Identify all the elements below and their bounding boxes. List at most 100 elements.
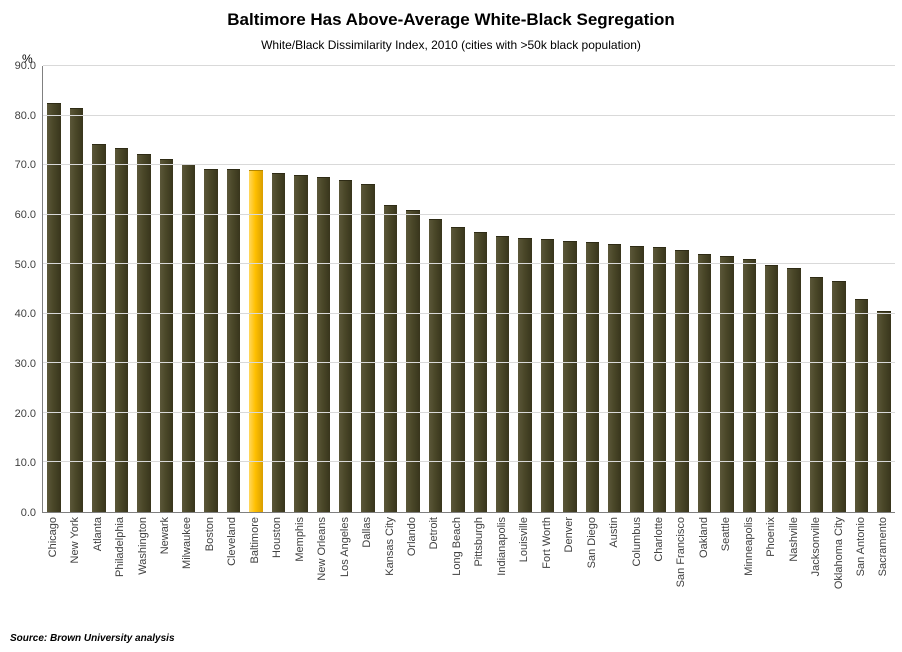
- bar-newark: [159, 159, 174, 512]
- bar-houston: [271, 173, 286, 512]
- bar-slot: [200, 66, 222, 512]
- bar-indianapolis: [495, 236, 510, 512]
- x-tick-label-newark: Newark: [158, 517, 171, 555]
- bar-slot: [828, 66, 850, 512]
- x-label-slot: New York: [64, 513, 86, 611]
- chart-subtitle: White/Black Dissimilarity Index, 2010 (c…: [261, 38, 641, 52]
- gridline-50: [43, 263, 895, 265]
- x-tick-label-oklahoma-city: Oklahoma City: [832, 517, 845, 590]
- x-label-slot: Austin: [603, 513, 625, 611]
- bar-slot: [379, 66, 401, 512]
- x-tick-label-baltimore: Baltimore: [248, 517, 261, 564]
- bar-slot: [581, 66, 603, 512]
- bar-slot: [290, 66, 312, 512]
- bar-slot: [738, 66, 760, 512]
- y-tick-label-50: 50.0: [14, 258, 36, 271]
- y-tick-label-70: 70.0: [14, 159, 36, 172]
- x-tick-label-detroit: Detroit: [428, 517, 441, 550]
- x-label-slot: Newark: [154, 513, 176, 611]
- x-tick-label-atlanta: Atlanta: [91, 517, 104, 552]
- bar-charlotte: [652, 247, 667, 512]
- bar-slot: [43, 66, 65, 512]
- bar-slot: [334, 66, 356, 512]
- x-label-slot: Boston: [199, 513, 221, 611]
- bar-oakland: [697, 254, 712, 512]
- x-tick-label-houston: Houston: [271, 517, 284, 558]
- x-label-slot: Minneapolis: [738, 513, 760, 611]
- bar-slot: [648, 66, 670, 512]
- x-label-slot: Dallas: [356, 513, 378, 611]
- x-tick-label-long-beach: Long Beach: [450, 517, 463, 576]
- y-tick-label-40: 40.0: [14, 308, 36, 321]
- bar-kansas-city: [383, 204, 398, 512]
- bar-slot: [559, 66, 581, 512]
- bar-slot: [178, 66, 200, 512]
- x-label-slot: Charlotte: [648, 513, 670, 611]
- gridline-60: [43, 213, 895, 215]
- x-tick-label-san-diego: San Diego: [585, 517, 598, 569]
- gridline-10: [43, 461, 895, 463]
- y-tick-label-20: 20.0: [14, 407, 36, 420]
- x-tick-label-oakland: Oakland: [697, 517, 710, 558]
- x-label-slot: New Orleans: [311, 513, 333, 611]
- x-tick-label-pittsburgh: Pittsburgh: [473, 517, 486, 567]
- y-tick-label-0: 0.0: [20, 507, 36, 519]
- bar-baltimore: [249, 169, 263, 512]
- bar-slot: [604, 66, 626, 512]
- bar-slot: [716, 66, 738, 512]
- x-tick-label-indianapolis: Indianapolis: [495, 517, 508, 576]
- x-tick-label-austin: Austin: [608, 517, 621, 548]
- x-label-slot: Seattle: [716, 513, 738, 611]
- bar-slot: [491, 66, 513, 512]
- plot-area: [42, 65, 895, 513]
- y-axis-unit-label: %: [22, 52, 33, 66]
- bar-minneapolis: [742, 259, 757, 512]
- bar-slot: [469, 66, 491, 512]
- bar-seattle: [720, 256, 734, 512]
- bar-san-francisco: [675, 249, 689, 512]
- bar-washington: [137, 154, 151, 512]
- bar-louisville: [518, 237, 532, 512]
- x-tick-label-fort-worth: Fort Worth: [540, 517, 553, 569]
- bar-san-diego: [585, 241, 600, 512]
- y-tick-label-10: 10.0: [14, 457, 36, 470]
- x-label-slot: Nashville: [783, 513, 805, 611]
- x-tick-label-los-angeles: Los Angeles: [338, 517, 351, 577]
- x-label-slot: Columbus: [626, 513, 648, 611]
- bar-slot: [873, 66, 895, 512]
- bar-chicago: [47, 103, 61, 512]
- gridline-70: [43, 164, 895, 166]
- bar-cleveland: [226, 169, 241, 512]
- x-label-slot: Fort Worth: [536, 513, 558, 611]
- x-tick-label-seattle: Seattle: [720, 517, 733, 552]
- gridline-90: [43, 65, 895, 66]
- bar-slot: [312, 66, 334, 512]
- bar-slot: [514, 66, 536, 512]
- x-label-slot: San Antonio: [850, 513, 872, 611]
- bar-orlando: [406, 209, 420, 512]
- x-label-slot: Memphis: [289, 513, 311, 611]
- x-label-slot: Jacksonville: [805, 513, 827, 611]
- bar-denver: [563, 241, 577, 512]
- bar-slot: [133, 66, 155, 512]
- x-label-slot: Chicago: [42, 513, 64, 611]
- x-tick-label-new-york: New York: [69, 517, 82, 564]
- source-note: Source: Brown University analysis: [10, 633, 175, 644]
- bar-slot: [267, 66, 289, 512]
- bar-slot: [783, 66, 805, 512]
- x-tick-label-dallas: Dallas: [361, 517, 374, 548]
- bar-new-orleans: [316, 177, 330, 512]
- x-label-slot: Kansas City: [379, 513, 401, 611]
- x-tick-label-kansas-city: Kansas City: [383, 517, 396, 576]
- x-tick-label-sacramento: Sacramento: [877, 517, 890, 577]
- bar-slot: [805, 66, 827, 512]
- x-label-slot: Denver: [558, 513, 580, 611]
- bar-slot: [447, 66, 469, 512]
- bar-slot: [245, 66, 267, 512]
- bar-slot: [693, 66, 715, 512]
- x-label-slot: Orlando: [401, 513, 423, 611]
- x-label-slot: Philadelphia: [109, 513, 131, 611]
- x-label-slot: Baltimore: [244, 513, 266, 611]
- chart-title: Baltimore Has Above-Average White-Black …: [227, 10, 675, 29]
